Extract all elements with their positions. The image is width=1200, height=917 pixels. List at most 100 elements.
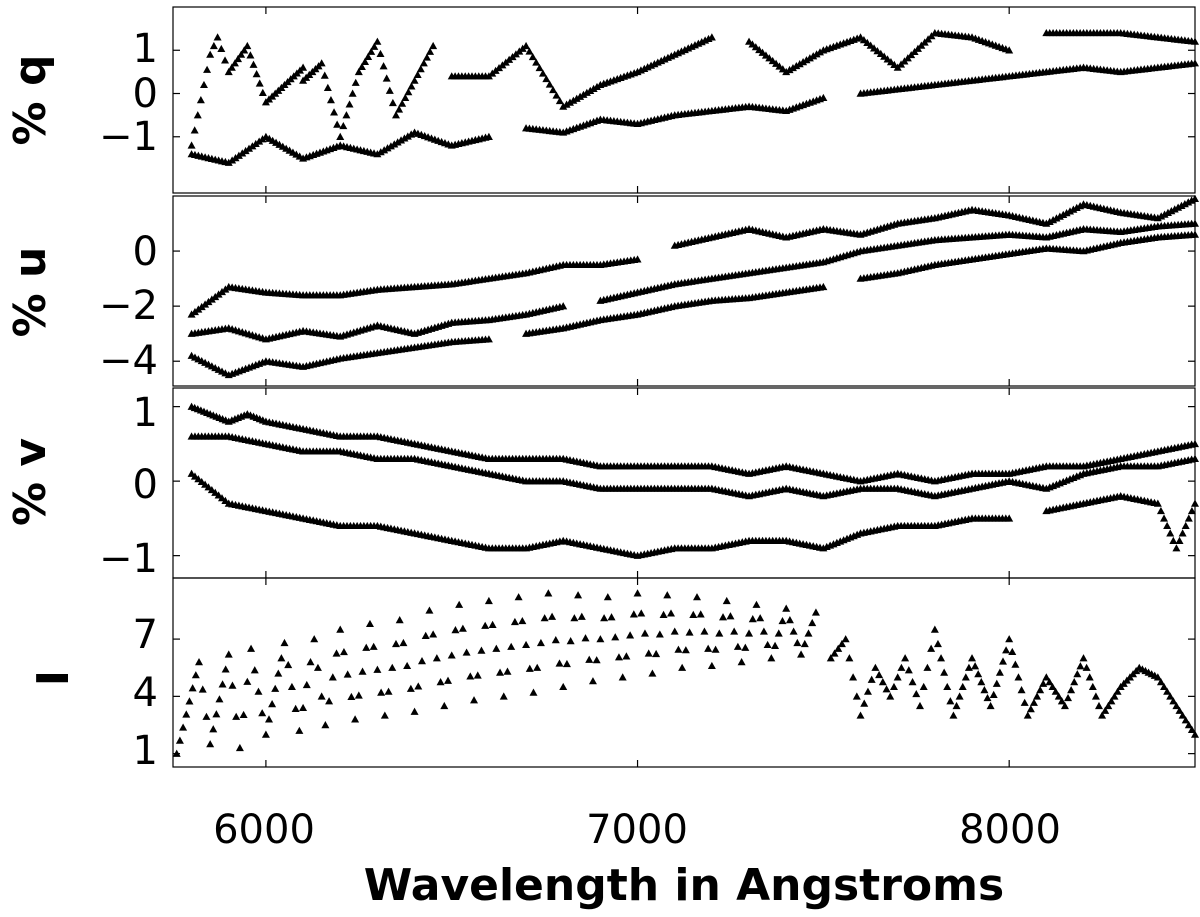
- panel-v-ytick-label: 0: [133, 462, 158, 508]
- data-point-triangle: [663, 591, 672, 599]
- data-point-triangle: [946, 697, 955, 705]
- data-point-triangle: [572, 94, 581, 102]
- panel-I-frame: [172, 577, 1196, 768]
- data-point-triangle: [388, 663, 397, 671]
- data-point-triangle: [1156, 678, 1165, 686]
- data-point-triangle: [952, 701, 961, 710]
- data-point-triangle: [386, 142, 395, 150]
- data-point-triangle: [393, 138, 402, 146]
- data-point-triangle: [1091, 692, 1100, 700]
- data-point-triangle: [400, 134, 409, 142]
- data-point-triangle: [203, 65, 212, 73]
- data-point-triangle: [421, 631, 430, 639]
- data-point-triangle: [1098, 711, 1107, 719]
- data-point-triangle: [971, 662, 980, 670]
- data-point-triangle: [212, 710, 221, 718]
- panel-v-marks: [173, 388, 1199, 578]
- data-point-triangle: [261, 730, 270, 738]
- panel-I-ytick-label: 7: [133, 612, 158, 658]
- data-point-triangle: [685, 628, 694, 636]
- panel-v-ytick-label: −1: [99, 536, 158, 582]
- data-point-triangle: [961, 673, 970, 681]
- data-point-triangle: [752, 600, 761, 608]
- data-point-triangle: [805, 54, 814, 62]
- data-point-triangle: [1005, 514, 1014, 522]
- data-point-triangle: [532, 58, 541, 66]
- data-point-triangle: [1166, 529, 1175, 537]
- data-point-triangle: [245, 144, 254, 152]
- data-point-triangle: [834, 644, 843, 652]
- data-point-triangle: [484, 132, 493, 140]
- data-point-triangle: [577, 612, 586, 620]
- data-point-triangle: [224, 158, 233, 166]
- data-point-triangle: [958, 682, 967, 691]
- data-point-triangle: [819, 93, 828, 102]
- panel-I-ytick-label: 4: [133, 670, 158, 716]
- data-point-triangle: [1057, 697, 1066, 705]
- data-point-triangle: [586, 86, 595, 94]
- data-point-triangle: [912, 689, 921, 698]
- data-point-triangle: [251, 139, 260, 148]
- data-point-triangle: [1104, 701, 1113, 710]
- data-point-triangle: [345, 100, 354, 108]
- data-point-triangle: [395, 105, 404, 113]
- data-point-triangle: [477, 646, 486, 654]
- data-point-triangle: [704, 644, 713, 652]
- data-point-triangle: [674, 645, 683, 653]
- data-point-triangle: [644, 649, 653, 657]
- data-point-triangle: [1178, 529, 1187, 537]
- data-point-triangle: [417, 657, 426, 665]
- data-point-triangle: [254, 687, 263, 695]
- data-point-triangle: [462, 648, 471, 656]
- data-point-triangle: [1178, 711, 1187, 719]
- data-point-triangle: [385, 86, 394, 94]
- data-point-triangle: [585, 655, 594, 663]
- data-point-triangle: [326, 96, 335, 104]
- data-point-triangle: [444, 676, 453, 684]
- data-point-triangle: [407, 82, 416, 90]
- data-point-triangle: [351, 78, 360, 86]
- data-point-triangle: [1113, 687, 1122, 695]
- data-point-triangle: [574, 591, 583, 599]
- data-point-triangle: [812, 50, 821, 58]
- data-point-triangle: [715, 629, 724, 637]
- data-point-triangle: [915, 701, 924, 710]
- panel-q-ytick-label: 1: [133, 26, 158, 72]
- data-point-triangle: [670, 627, 679, 635]
- data-point-triangle: [237, 50, 246, 58]
- data-point-triangle: [202, 712, 211, 720]
- data-point-triangle: [302, 680, 311, 689]
- data-point-triangle: [284, 660, 293, 669]
- data-point-triangle: [258, 709, 267, 717]
- data-point-triangle: [367, 47, 376, 55]
- data-point-triangle: [503, 667, 512, 675]
- data-point-triangle: [1169, 536, 1178, 544]
- data-point-triangle: [1160, 682, 1169, 691]
- data-point-triangle: [1184, 514, 1193, 522]
- data-point-triangle: [1085, 673, 1094, 681]
- data-point-triangle: [785, 65, 794, 74]
- data-point-triangle: [1172, 701, 1181, 710]
- data-point-triangle: [622, 652, 631, 660]
- data-point-triangle: [678, 663, 687, 671]
- data-point-triangle: [544, 589, 553, 597]
- data-point-triangle: [333, 120, 342, 128]
- data-point-triangle: [413, 70, 422, 78]
- data-point-triangle: [819, 282, 828, 291]
- data-point-triangle: [897, 663, 906, 671]
- data-point-triangle: [377, 688, 386, 696]
- data-point-triangle: [614, 653, 623, 661]
- data-point-triangle: [1187, 725, 1196, 733]
- data-point-triangle: [1005, 635, 1014, 643]
- data-point-triangle: [792, 61, 801, 70]
- data-point-triangle: [328, 673, 337, 681]
- data-point-triangle: [522, 41, 531, 50]
- panel-u: % u 0 −2 −4: [5, 194, 1199, 387]
- data-point-triangle: [1094, 701, 1103, 710]
- data-point-triangle: [923, 663, 932, 671]
- data-point-triangle: [306, 658, 315, 666]
- data-point-triangle: [1110, 692, 1119, 700]
- data-point-triangle: [548, 612, 557, 620]
- data-point-triangle: [354, 691, 363, 699]
- data-point-triangle: [730, 627, 739, 635]
